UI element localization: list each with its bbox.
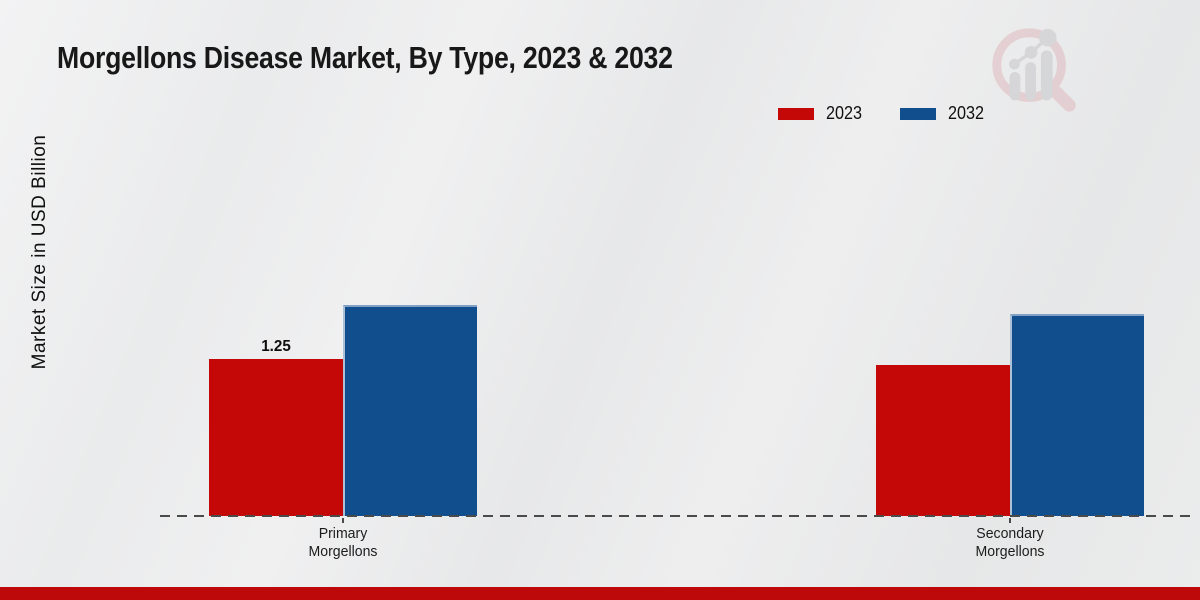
- bar-primary-2023: [209, 359, 343, 516]
- x-label-line: Morgellons: [975, 543, 1045, 560]
- legend-item-2023: 2023: [778, 103, 866, 124]
- legend: 2023 2032: [778, 103, 988, 124]
- x-label-primary-morgellons: Primary Morgellons: [309, 525, 378, 561]
- bar-secondary-2032: [1010, 314, 1144, 516]
- legend-swatch-2023-icon: [778, 107, 814, 120]
- x-axis-baseline: [160, 515, 1195, 517]
- bar-secondary-2023: [876, 365, 1010, 516]
- x-tick-secondary: [1009, 518, 1011, 523]
- chart-title: Morgellons Disease Market, By Type, 2023…: [57, 40, 673, 75]
- legend-label-2032: 2032: [948, 103, 985, 123]
- x-tick-primary: [342, 518, 344, 523]
- x-label-line: Secondary: [976, 525, 1044, 542]
- legend-item-2032: 2032: [900, 103, 988, 124]
- legend-label-2023: 2023: [826, 103, 863, 123]
- x-label-line: Morgellons: [308, 543, 378, 560]
- magnifier-bar-chart-logo-icon: [992, 28, 1076, 112]
- x-label-line: Primary: [318, 525, 368, 542]
- legend-swatch-2032-icon: [900, 107, 937, 120]
- bar-primary-2032: [343, 305, 477, 516]
- value-label: 1.25: [261, 338, 291, 355]
- footer-strip: [0, 587, 1200, 600]
- x-label-secondary-morgellons: Secondary Morgellons: [976, 525, 1045, 561]
